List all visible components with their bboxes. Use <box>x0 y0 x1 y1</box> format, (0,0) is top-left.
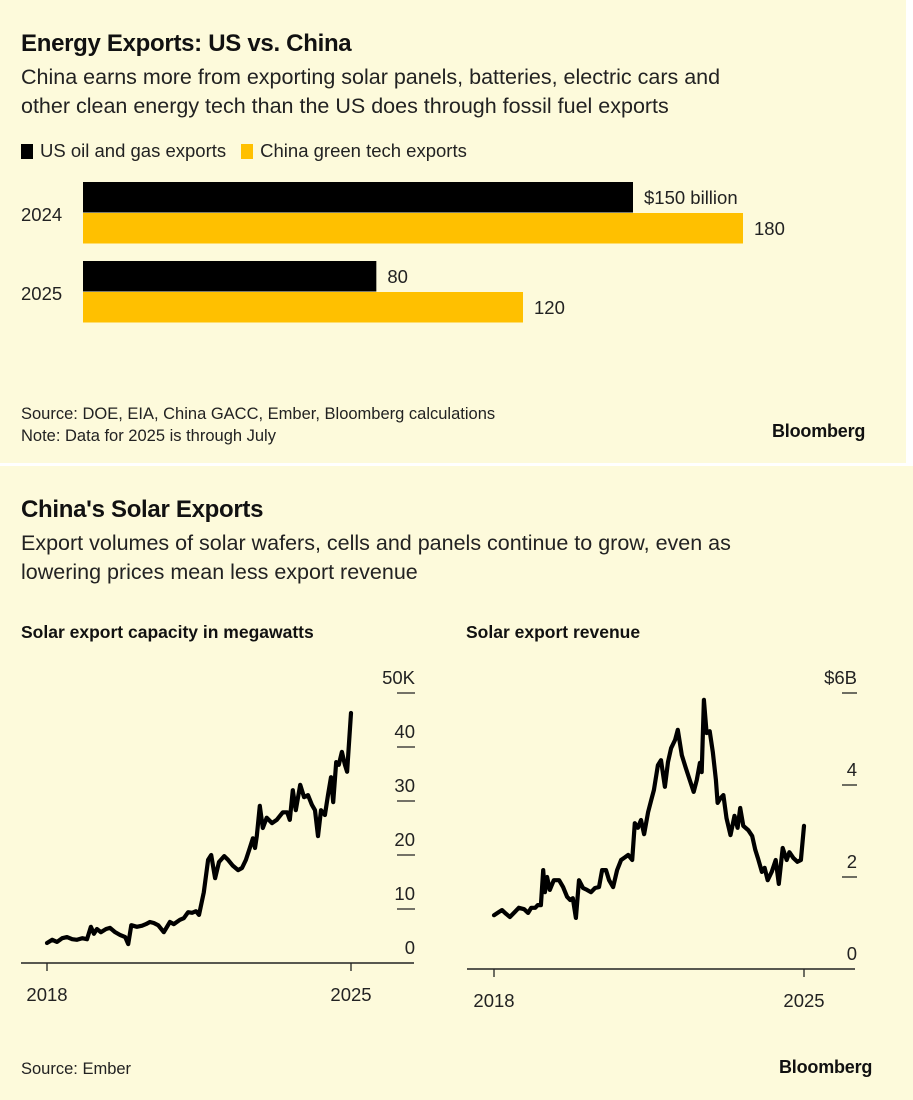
legend-swatch-us <box>21 143 33 159</box>
bar-label-us-2024: $150 billion <box>644 187 738 208</box>
y-tick-label: 40 <box>394 721 415 742</box>
chart-subtitle: China earns more from exporting solar pa… <box>21 63 901 121</box>
y-tick-label: 2 <box>847 851 857 872</box>
bar-label-china-2024: 180 <box>754 218 785 239</box>
bar-us-2025 <box>83 261 377 292</box>
bar-china-2024 <box>83 213 743 244</box>
x-tick-label: 2018 <box>473 990 514 1011</box>
legend-item-us: US oil and gas exports <box>21 140 226 162</box>
note-text: Note: Data for 2025 is through July <box>21 427 276 445</box>
capacity-chart-title: Solar export capacity in megawatts <box>21 622 314 642</box>
subtitle-line-2: lowering prices mean less export revenue <box>21 560 418 584</box>
legend-label-us: US oil and gas exports <box>40 140 227 161</box>
y-tick-label: 0 <box>405 937 415 958</box>
bar-label-china-2025: 120 <box>534 297 565 318</box>
capacity-series-line <box>44 710 354 947</box>
source-text: Source: Ember <box>21 1060 132 1078</box>
source-block: Source: DOE, EIA, China GACC, Ember, Blo… <box>21 403 495 447</box>
energy-exports-panel: Energy Exports: US vs. China China earns… <box>0 0 906 463</box>
bar-label-us-2025: 80 <box>387 266 408 287</box>
legend-swatch-china <box>241 143 254 159</box>
chart-subtitle: Export volumes of solar wafers, cells an… <box>21 529 901 587</box>
bar-us-2024 <box>83 182 633 213</box>
source-text: Source: DOE, EIA, China GACC, Ember, Blo… <box>21 405 496 423</box>
category-label-2024: 2024 <box>21 204 62 225</box>
capacity-chart: 50K 40 30 20 10 0 2018 2025 <box>21 667 416 1005</box>
chart-title: China's Solar Exports <box>21 496 264 523</box>
subtitle-line-1: China earns more from exporting solar pa… <box>21 65 721 89</box>
bloomberg-logo: Bloomberg <box>772 421 866 441</box>
x-tick-label: 2025 <box>330 984 371 1005</box>
y-tick-label: $6B <box>824 667 857 688</box>
x-tick-label: 2018 <box>26 984 67 1005</box>
bar-chart: 2024 $150 billion 180 2025 80 120 <box>21 182 785 323</box>
legend-label-china: China green tech exports <box>260 140 467 161</box>
legend-item-china: China green tech exports <box>241 140 467 162</box>
revenue-chart-title: Solar export revenue <box>466 622 641 642</box>
y-tick-label: 0 <box>847 943 857 964</box>
y-tick-label: 30 <box>394 775 415 796</box>
revenue-series-line <box>491 697 807 920</box>
subtitle-line-1: Export volumes of solar wafers, cells an… <box>21 531 731 555</box>
revenue-chart: $6B 4 2 0 2018 2025 <box>467 667 857 1011</box>
y-tick-label: 20 <box>394 829 415 850</box>
y-tick-label: 10 <box>394 883 415 904</box>
category-label-2025: 2025 <box>21 283 62 304</box>
y-tick-label: 4 <box>847 759 857 780</box>
bar-china-2025 <box>83 292 523 323</box>
y-tick-label: 50K <box>382 667 416 688</box>
subtitle-line-2: other clean energy tech than the US does… <box>21 94 669 118</box>
solar-exports-panel: China's Solar Exports Export volumes of … <box>0 466 913 1100</box>
bloomberg-logo: Bloomberg <box>779 1057 873 1077</box>
chart-title: Energy Exports: US vs. China <box>21 30 352 57</box>
legend: US oil and gas exports China green tech … <box>21 140 482 162</box>
x-tick-label: 2025 <box>783 990 824 1011</box>
